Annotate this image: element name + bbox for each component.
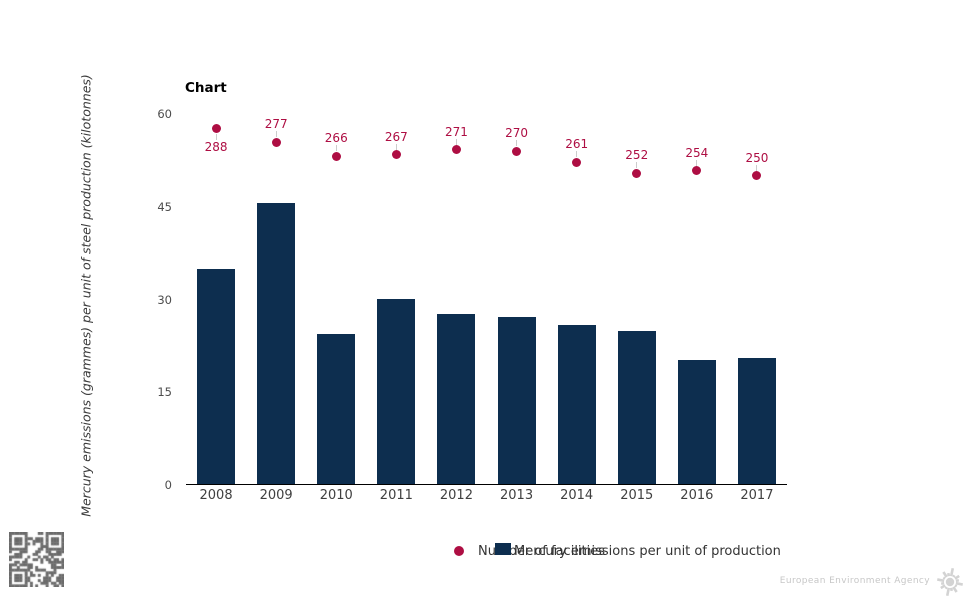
x-tick-label: 2016	[680, 488, 714, 503]
facility-count-label: 261	[565, 137, 589, 152]
x-tick-label: 2017	[740, 488, 774, 503]
x-tick-label: 2013	[500, 488, 534, 503]
facility-count-label: 277	[264, 117, 288, 132]
leader-line	[576, 151, 578, 158]
bar-2012[interactable]	[437, 314, 476, 485]
bar-2008[interactable]	[197, 268, 236, 485]
bar-2016[interactable]	[677, 360, 716, 485]
x-tick-label: 2014	[560, 488, 594, 503]
bar-2017[interactable]	[737, 358, 776, 485]
leader-line	[696, 159, 698, 166]
facility-dot-2012[interactable]	[451, 145, 461, 155]
eea-logo-icon	[937, 568, 963, 596]
facility-count-label: 267	[384, 129, 408, 144]
facility-count-label: 270	[505, 126, 528, 141]
y-tick-label: 15	[157, 385, 172, 400]
leader-line	[516, 140, 518, 147]
facility-dot-2011[interactable]	[391, 150, 401, 160]
legend-label-mercury-emissions[interactable]: Mercury emissions per unit of production	[514, 544, 781, 559]
x-tick-label: 2008	[199, 488, 233, 503]
x-tick-label: 2011	[379, 488, 413, 503]
facility-count-label: 288	[204, 139, 228, 154]
facility-dot-2008[interactable]	[211, 124, 221, 134]
eea-agency-label: European Environment Agency	[779, 576, 930, 586]
facility-count-label: 254	[685, 145, 709, 160]
y-tick-label: 0	[164, 478, 172, 492]
facility-count-label: 266	[324, 131, 348, 146]
facility-dot-2013[interactable]	[512, 146, 522, 156]
y-tick-label: 45	[157, 199, 172, 214]
leader-line	[636, 162, 638, 169]
chart-title: Chart	[185, 80, 227, 96]
y-tick-label: 30	[157, 292, 172, 307]
facility-count-label: 271	[444, 124, 468, 139]
facility-dot-2015[interactable]	[632, 168, 642, 178]
facility-dot-2017[interactable]	[752, 171, 762, 181]
x-axis-line	[186, 484, 787, 485]
legend-square-icon[interactable]	[495, 543, 511, 555]
leader-line	[335, 145, 337, 152]
leader-line	[756, 164, 758, 171]
leader-line	[455, 138, 457, 145]
facility-dot-2016[interactable]	[692, 166, 702, 176]
x-tick-label: 2015	[620, 488, 654, 503]
facility-dot-2010[interactable]	[331, 151, 341, 161]
facility-dot-2014[interactable]	[572, 157, 582, 167]
facility-count-label: 252	[625, 148, 649, 163]
bar-2010[interactable]	[317, 334, 356, 485]
facility-dot-2009[interactable]	[271, 137, 281, 147]
bar-2014[interactable]	[557, 324, 596, 485]
y-tick-label: 60	[157, 107, 172, 121]
leader-line	[275, 131, 277, 138]
qr-code	[9, 532, 64, 587]
bar-2009[interactable]	[257, 203, 296, 485]
x-tick-label: 2012	[439, 488, 473, 503]
bar-2011[interactable]	[377, 298, 416, 485]
x-tick-label: 2009	[259, 488, 293, 503]
x-tick-label: 2010	[319, 488, 353, 503]
legend-dot-icon[interactable]	[454, 546, 464, 556]
facility-count-label: 250	[745, 150, 769, 165]
leader-line	[395, 143, 397, 150]
bar-2015[interactable]	[617, 331, 656, 485]
leader-line	[215, 133, 217, 140]
bar-2013[interactable]	[497, 317, 536, 485]
